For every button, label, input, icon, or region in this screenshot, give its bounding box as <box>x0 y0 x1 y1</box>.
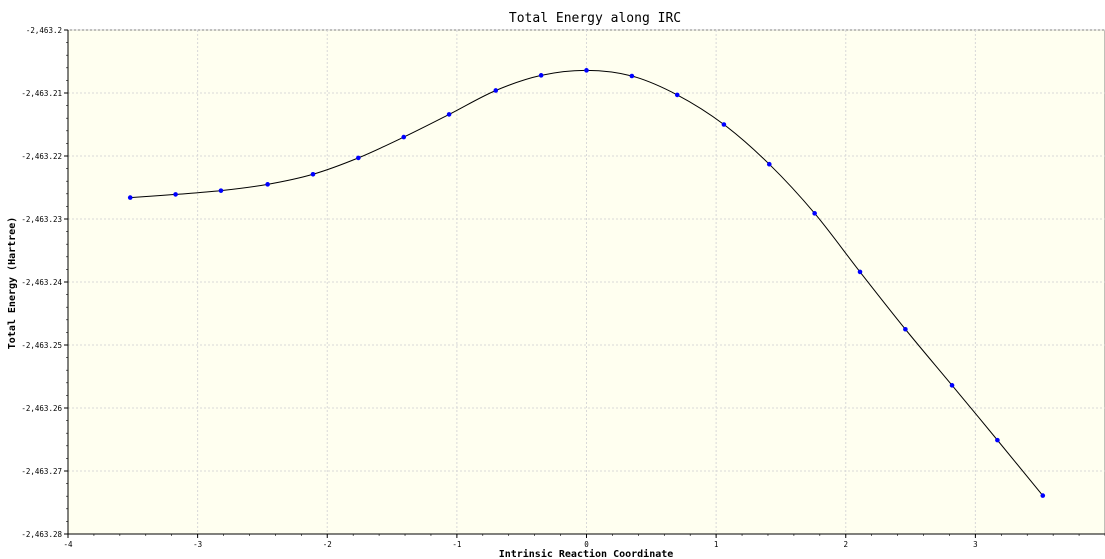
data-point[interactable] <box>538 73 544 78</box>
series-line <box>130 69 1044 496</box>
x-axis-label: Intrinsic Reaction Coordinate <box>499 548 674 559</box>
y-tick-label: -2,463.27 <box>21 467 62 476</box>
x-tick-label: 3 <box>973 540 978 549</box>
y-tick-label: -2,463.26 <box>21 404 62 413</box>
axes: -4 -3 -2 -1 0 1 2 3 -2,463.2 -2,463.21 -2,463.22 -2… <box>21 26 1105 549</box>
data-point[interactable] <box>1040 493 1046 498</box>
y-tick-label: -2,463.25 <box>21 341 62 350</box>
data-point[interactable] <box>218 188 224 193</box>
x-tick-label: -1 <box>452 540 461 549</box>
data-point[interactable] <box>812 211 817 216</box>
x-tick-label: -4 <box>63 540 73 549</box>
chart-title: Total Energy along IRC <box>509 11 681 26</box>
energy-series <box>127 68 1046 498</box>
data-point[interactable] <box>949 383 955 388</box>
x-tick-label: -3 <box>193 540 202 549</box>
data-point[interactable] <box>356 155 361 161</box>
y-tick-label: -2,463.21 <box>21 89 62 98</box>
data-point[interactable] <box>674 92 680 98</box>
data-point[interactable] <box>857 269 863 275</box>
data-point[interactable] <box>401 134 407 140</box>
data-point[interactable] <box>446 112 452 117</box>
x-tick-label: 0 <box>584 540 589 549</box>
data-point[interactable] <box>584 68 589 73</box>
data-point[interactable] <box>127 195 133 200</box>
x-tick-label: 1 <box>714 540 719 549</box>
data-point[interactable] <box>173 192 178 197</box>
data-point[interactable] <box>995 437 1000 443</box>
data-point[interactable] <box>903 326 908 332</box>
data-point[interactable] <box>493 88 499 93</box>
y-tick-label: -2,463.2 <box>26 26 62 35</box>
data-point[interactable] <box>310 171 316 177</box>
data-point[interactable] <box>265 182 270 187</box>
y-axis-label: Total Energy (Hartree) <box>7 217 18 349</box>
y-tick-label: -2,463.22 <box>21 152 62 161</box>
y-tick-label: -2,463.23 <box>21 215 62 224</box>
data-point[interactable] <box>721 122 727 127</box>
data-point[interactable] <box>766 161 772 167</box>
data-point[interactable] <box>629 73 635 79</box>
x-tick-label: -2 <box>323 540 332 549</box>
y-tick-label: -2,463.24 <box>21 278 62 287</box>
y-tick-label: -2,463.28 <box>21 530 62 539</box>
x-tick-label: 2 <box>843 540 848 549</box>
